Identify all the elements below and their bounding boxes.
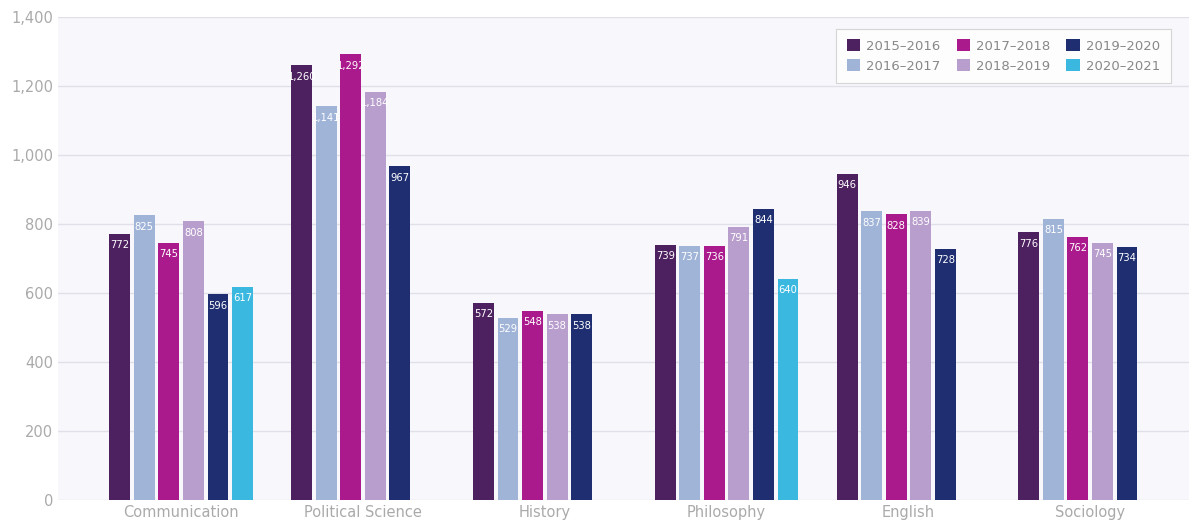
Bar	[778, 279, 798, 500]
Bar	[498, 318, 518, 500]
Bar	[292, 65, 312, 500]
Bar	[473, 303, 494, 500]
Text: 1,292: 1,292	[336, 61, 365, 71]
Bar	[1092, 243, 1112, 500]
Text: 734: 734	[1117, 253, 1136, 263]
Text: 1,184: 1,184	[361, 98, 390, 108]
Text: 617: 617	[233, 294, 252, 303]
Bar	[655, 245, 676, 500]
Text: 529: 529	[498, 324, 517, 334]
Text: 1,260: 1,260	[287, 72, 316, 82]
Text: 728: 728	[936, 255, 955, 265]
Bar	[1019, 233, 1039, 500]
Bar	[232, 287, 253, 500]
Bar	[184, 221, 204, 500]
Bar	[389, 167, 410, 500]
Text: 967: 967	[390, 173, 409, 183]
Bar	[365, 92, 385, 500]
Bar	[547, 314, 568, 500]
Text: 745: 745	[160, 249, 179, 259]
Bar	[1116, 247, 1138, 500]
Bar	[341, 54, 361, 500]
Text: 762: 762	[1068, 243, 1087, 253]
Bar	[752, 209, 774, 500]
Text: 640: 640	[779, 286, 798, 295]
Bar	[1043, 219, 1064, 500]
Bar	[935, 249, 955, 500]
Text: 548: 548	[523, 317, 542, 327]
Bar	[208, 295, 228, 500]
Text: 776: 776	[1019, 238, 1038, 249]
Text: 837: 837	[862, 218, 881, 227]
Text: 946: 946	[838, 180, 857, 190]
Text: 844: 844	[754, 215, 773, 225]
Bar	[134, 216, 155, 500]
Text: 791: 791	[730, 234, 749, 243]
Bar	[886, 215, 906, 500]
Text: 808: 808	[184, 227, 203, 237]
Text: 1,141: 1,141	[312, 113, 341, 123]
Bar	[1068, 237, 1088, 500]
Text: 745: 745	[1093, 249, 1112, 259]
Bar	[571, 314, 592, 500]
Bar	[109, 234, 131, 500]
Legend: 2015–2016, 2016–2017, 2017–2018, 2018–2019, 2019–2020, 2020–2021: 2015–2016, 2016–2017, 2017–2018, 2018–20…	[836, 29, 1171, 83]
Text: 538: 538	[547, 321, 566, 331]
Text: 538: 538	[572, 321, 592, 331]
Bar	[911, 211, 931, 500]
Bar	[728, 227, 749, 500]
Bar	[522, 311, 542, 500]
Text: 596: 596	[209, 301, 228, 311]
Bar	[836, 174, 858, 500]
Text: 737: 737	[680, 252, 700, 262]
Text: 739: 739	[655, 251, 674, 261]
Text: 572: 572	[474, 309, 493, 319]
Bar	[704, 246, 725, 500]
Text: 815: 815	[1044, 225, 1063, 235]
Bar	[316, 106, 337, 500]
Text: 825: 825	[134, 221, 154, 232]
Text: 828: 828	[887, 220, 906, 230]
Bar	[862, 211, 882, 500]
Text: 839: 839	[911, 217, 930, 227]
Text: 736: 736	[704, 252, 724, 262]
Bar	[158, 243, 179, 500]
Bar	[679, 246, 701, 500]
Text: 772: 772	[110, 240, 130, 250]
